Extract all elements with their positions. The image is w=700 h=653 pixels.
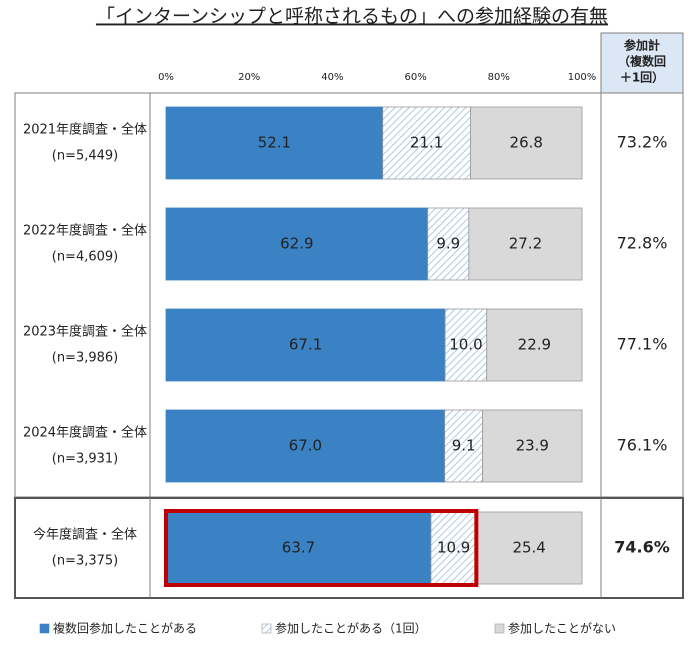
legend-swatch [39,623,50,634]
row-label: 2024年度調査・全体 [23,425,147,441]
value-label: 52.1 [258,134,291,152]
total-label: 74.6% [614,538,670,557]
value-label: 23.9 [516,437,549,455]
total-header: ＋1回） [620,70,664,85]
row-n-label: (n=3,375) [52,554,119,569]
bar-segment [165,106,384,180]
highlight-box [164,509,479,587]
bar-segment [427,207,470,281]
legend-label: 参加したことがない [508,621,616,636]
total-label: 76.1% [617,436,668,455]
bar-segment [486,308,583,382]
value-label: 62.9 [280,235,313,253]
x-tick-label: 0% [158,72,174,83]
value-label: 10.9 [437,539,470,557]
legend-label: 複数回参加したことがある [53,621,197,636]
value-label: 26.8 [510,134,543,152]
bar-segment [382,106,471,180]
total-header: （複数回 [618,54,666,69]
bar-segment [468,207,583,281]
total-label: 73.2% [617,133,668,152]
value-label: 9.1 [452,437,476,455]
row-n-label: (n=4,609) [52,250,119,265]
bar-segment [165,308,446,382]
x-tick-label: 40% [321,72,343,83]
row-label: 2022年度調査・全体 [23,223,147,239]
x-tick-label: 100% [568,72,597,83]
row-n-label: (n=3,931) [52,452,119,467]
total-header: 参加計 [624,38,660,53]
value-label: 67.1 [289,336,322,354]
value-label: 25.4 [512,539,545,557]
bar-segment [165,409,446,483]
row-label: 2023年度調査・全体 [23,324,147,340]
value-label: 67.0 [289,437,322,455]
bar-segment [475,511,583,585]
legend-swatch [494,623,505,634]
row-label: 今年度調査・全体 [33,527,137,543]
value-label: 9.9 [436,235,460,253]
bar-segment [482,409,583,483]
value-label: 63.7 [282,539,315,557]
row-n-label: (n=3,986) [52,351,119,366]
chart-title: 「インターンシップと呼称されるもの」への参加経験の有無 [96,6,608,28]
total-label: 72.8% [617,234,668,253]
x-tick-label: 20% [238,72,260,83]
bar-segment [165,207,429,281]
value-label: 10.0 [449,336,482,354]
x-tick-label: 80% [488,72,510,83]
total-label: 77.1% [617,335,668,354]
legend-label: 参加したことがある（1回） [275,621,427,636]
bar-segment [470,106,583,180]
bar-segment [444,409,483,483]
bar-segment [165,511,432,585]
x-tick-label: 60% [404,72,426,83]
row-n-label: (n=5,449) [52,149,119,164]
legend-swatch [261,623,272,634]
total-header-box [600,32,684,94]
row-label: 2021年度調査・全体 [23,122,147,138]
value-label: 27.2 [509,235,542,253]
value-label: 22.9 [518,336,551,354]
value-label: 21.1 [410,134,443,152]
current-row-frame [14,497,684,599]
